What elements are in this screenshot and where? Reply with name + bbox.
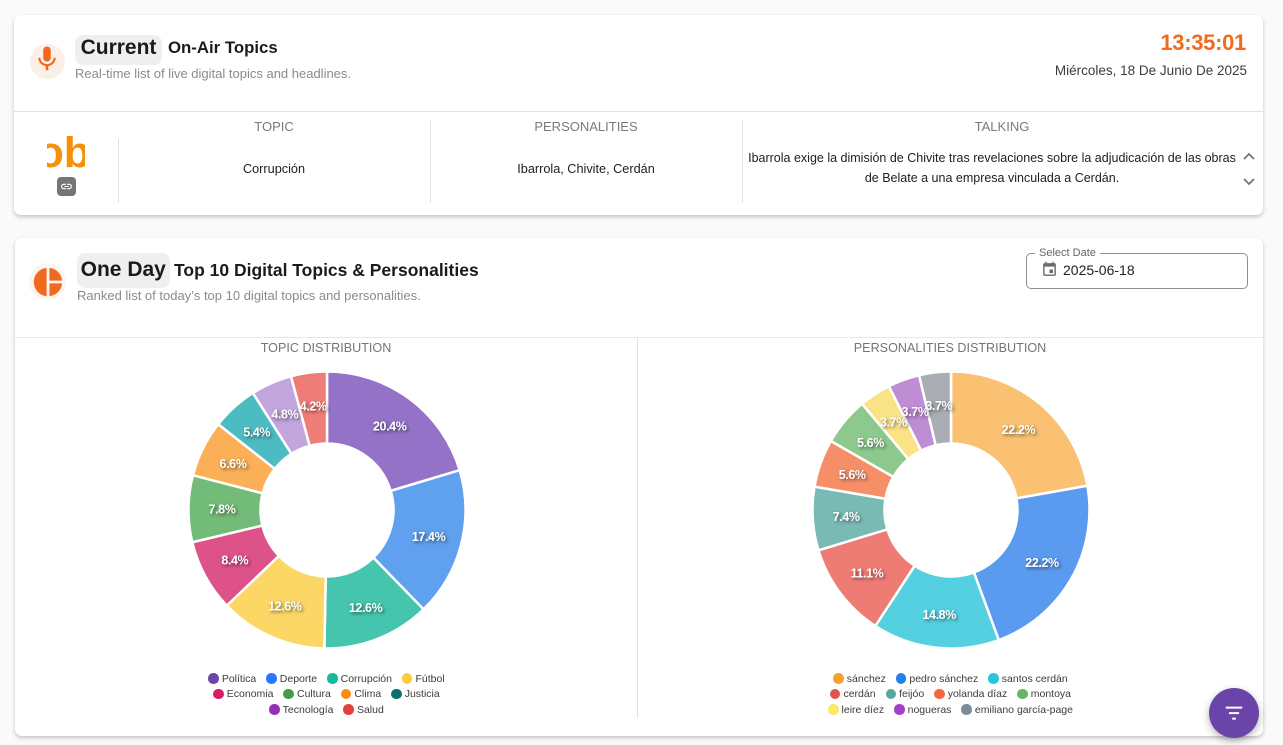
svg-text:7.4%: 7.4% — [833, 510, 860, 524]
svg-text:5.6%: 5.6% — [839, 468, 866, 482]
svg-text:3.7%: 3.7% — [925, 399, 952, 413]
svg-text:4.2%: 4.2% — [300, 399, 327, 413]
svg-text:8.4%: 8.4% — [221, 554, 248, 568]
svg-text:22.2%: 22.2% — [1025, 556, 1059, 570]
svg-text:7.8%: 7.8% — [209, 503, 236, 517]
svg-text:12.6%: 12.6% — [268, 600, 302, 614]
svg-text:3.7%: 3.7% — [880, 416, 907, 430]
svg-text:11.1%: 11.1% — [851, 567, 884, 581]
svg-text:5.6%: 5.6% — [857, 436, 884, 450]
svg-text:4.8%: 4.8% — [271, 407, 298, 421]
svg-text:14.8%: 14.8% — [922, 608, 956, 622]
svg-text:20.4%: 20.4% — [373, 419, 407, 433]
svg-text:3.7%: 3.7% — [902, 405, 929, 419]
svg-text:6.6%: 6.6% — [220, 457, 247, 471]
svg-text:17.4%: 17.4% — [412, 530, 446, 544]
svg-text:5.4%: 5.4% — [243, 426, 270, 440]
svg-text:22.2%: 22.2% — [1002, 423, 1036, 437]
svg-text:12.6%: 12.6% — [349, 601, 383, 615]
